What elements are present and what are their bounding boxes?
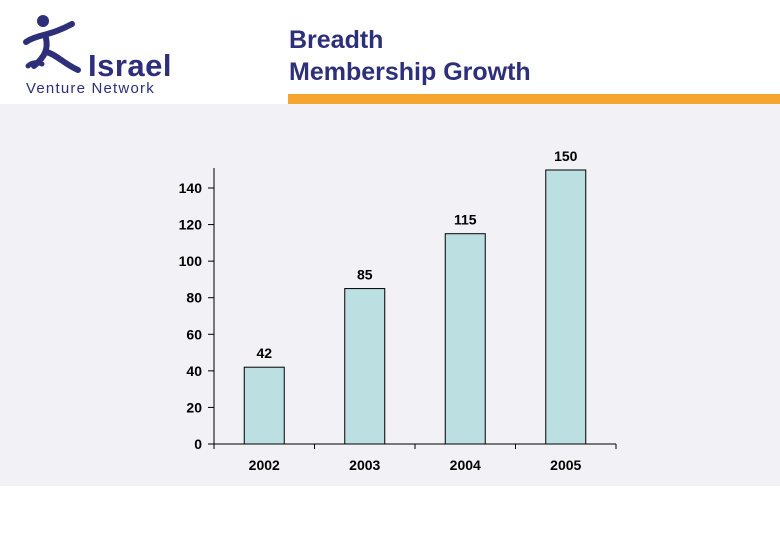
y-tick-label: 40 xyxy=(186,363,202,379)
y-tick-label: 0 xyxy=(194,436,202,452)
y-tick-label: 20 xyxy=(186,399,202,415)
logo-subtitle: Venture Network xyxy=(26,80,155,97)
x-tick-label: 2002 xyxy=(249,457,280,473)
bar xyxy=(545,169,587,445)
y-tick-label: 100 xyxy=(179,253,203,269)
chart-panel: 0 20 40 60 80 100 120 140 42 2002 85 2003 115 2004 150… xyxy=(0,104,780,486)
bar xyxy=(344,288,386,445)
x-tick-label: 2004 xyxy=(450,457,481,473)
y-tick-label: 80 xyxy=(186,290,202,306)
bar xyxy=(243,366,285,445)
logo: Israel Venture Network xyxy=(20,12,180,98)
slide-title: Breadth Membership Growth xyxy=(289,24,531,88)
bar-chart: 0 20 40 60 80 100 120 140 42 2002 85 2003 115 2004 150… xyxy=(179,148,617,473)
bar-value-label: 150 xyxy=(554,148,578,164)
bar xyxy=(444,233,486,445)
title-line-2: Membership Growth xyxy=(289,58,531,86)
running-figure-icon xyxy=(23,15,81,73)
y-tick-label: 140 xyxy=(179,180,203,196)
y-tick-label: 60 xyxy=(186,326,202,342)
y-tick-label: 120 xyxy=(179,217,203,233)
title-line-1: Breadth xyxy=(289,26,384,54)
bar-value-label: 85 xyxy=(357,267,373,283)
bar-value-label: 42 xyxy=(256,345,272,361)
bar-value-label: 115 xyxy=(454,212,477,228)
logo-wordmark: Israel xyxy=(88,48,173,83)
x-tick-label: 2005 xyxy=(550,457,581,473)
x-tick-label: 2003 xyxy=(349,457,380,473)
title-accent-rule xyxy=(288,94,780,104)
